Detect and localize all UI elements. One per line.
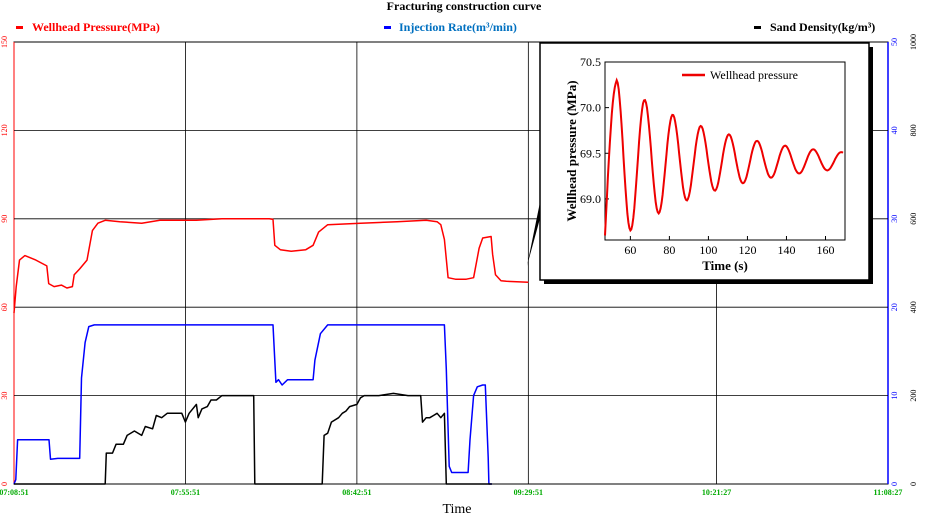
inset-x-label: Time (s) <box>702 258 748 273</box>
inset-x-tick-label: 80 <box>663 243 675 257</box>
inset-y-label: Wellhead pressure (MPa) <box>564 80 579 221</box>
right-y-tick-label-sand: 1000 <box>909 34 918 50</box>
right-y-tick-label-sand: 600 <box>909 213 918 225</box>
inset: 60 80 100 120 140 160 69.0 69.5 70.0 70.5 Wellhea… <box>539 42 873 284</box>
inset-x-tick-label: 60 <box>624 243 636 257</box>
left-y-tick-label: 150 <box>0 36 9 48</box>
legend-rate-label: Injection Rate(m³/min) <box>399 20 517 34</box>
series-layer <box>13 218 529 485</box>
left-y-tick-label: 30 <box>0 392 9 400</box>
left-y-tick-label: 0 <box>0 482 9 486</box>
inset-plot-area <box>604 61 846 241</box>
right-y-tick-label-rate: 30 <box>890 215 899 223</box>
x-tick-label: 08:42:51 <box>342 488 371 497</box>
legend-sand: Sand Density(kg/m³) <box>754 20 875 34</box>
series-line-sand <box>14 392 492 485</box>
legend-pressure-label: Wellhead Pressure(MPa) <box>32 20 160 34</box>
x-tick-label: 11:08:27 <box>874 488 903 497</box>
inset-x-tick-label: 160 <box>816 243 834 257</box>
chart-title: Fracturing construction curve <box>387 0 542 13</box>
inset-x-tick-label: 140 <box>777 243 795 257</box>
inset-ticks: 60 80 100 120 140 160 69.0 69.5 70.0 70.5 <box>580 55 834 257</box>
inset-x-tick-label: 120 <box>738 243 756 257</box>
right-y-tick-label-sand: 200 <box>909 390 918 402</box>
inset-series <box>604 77 844 236</box>
inset-x-tick-label: 100 <box>699 243 717 257</box>
inset-y-tick-label: 70.5 <box>580 55 601 69</box>
legend-pressure: Wellhead Pressure(MPa) <box>16 20 160 34</box>
legend-sand-swatch <box>754 26 761 29</box>
right-y-tick-label-rate: 20 <box>890 303 899 311</box>
inset-y-tick-label: 69.0 <box>580 192 601 206</box>
legend-pressure-swatch <box>16 26 23 29</box>
right-y-tick-label-rate: 40 <box>890 126 899 134</box>
legend-sand-label: Sand Density(kg/m³) <box>770 20 875 34</box>
ticks-layer: 07:08:51 07:55:51 08:42:51 09:29:51 10:21:27… <box>0 34 918 497</box>
left-y-tick-label: 90 <box>0 215 9 223</box>
legend-rate-swatch <box>384 26 391 29</box>
x-tick-label: 10:21:27 <box>702 488 731 497</box>
right-y-tick-label-sand: 0 <box>909 482 918 486</box>
legend-rate: Injection Rate(m³/min) <box>384 20 517 34</box>
x-tick-label: 07:08:51 <box>0 488 29 497</box>
x-tick-label: 09:29:51 <box>514 488 543 497</box>
left-y-tick-label: 120 <box>0 124 9 136</box>
series-line-pressure <box>13 218 529 314</box>
x-tick-label: 07:55:51 <box>171 488 200 497</box>
left-y-tick-label: 60 <box>0 303 9 311</box>
right-y-tick-label-sand: 800 <box>909 124 918 136</box>
right-y-tick-label-rate: 50 <box>890 38 899 46</box>
x-axis-label: Time <box>442 502 471 517</box>
right-y-tick-label-rate: 10 <box>890 392 899 400</box>
inset-series-line <box>604 77 844 236</box>
right-y-tick-label-sand: 400 <box>909 301 918 313</box>
inset-y-tick-label: 69.5 <box>580 146 601 160</box>
inset-y-tick-label: 70.0 <box>580 101 601 115</box>
inset-legend-label: Wellhead pressure <box>710 68 798 82</box>
series-line-rate <box>13 324 492 485</box>
right-y-tick-label-rate: 0 <box>890 482 899 486</box>
